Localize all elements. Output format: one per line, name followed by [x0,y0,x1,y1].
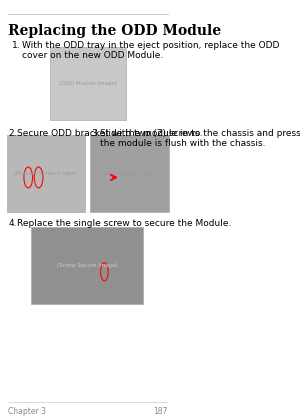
Text: Replacing the ODD Module: Replacing the ODD Module [8,24,221,38]
Text: [ODD Module Image]: [ODD Module Image] [59,81,117,87]
FancyBboxPatch shape [90,135,170,212]
Text: [Bracket Screw Image]: [Bracket Screw Image] [14,171,77,176]
Text: Slide the module in to the chassis and press until
the module is flush with the : Slide the module in to the chassis and p… [100,129,300,148]
Text: [Slide Module Image]: [Slide Module Image] [100,171,159,176]
Text: 4.: 4. [8,219,17,228]
FancyBboxPatch shape [7,135,85,212]
Text: Replace the single screw to secure the Module.: Replace the single screw to secure the M… [17,219,231,228]
Text: Secure ODD bracket with two (2) screws.: Secure ODD bracket with two (2) screws. [17,129,202,138]
Text: [Screw Secure Image]: [Screw Secure Image] [57,263,117,268]
Text: 3.: 3. [92,129,100,138]
Text: 1.: 1. [12,41,20,50]
Text: 2.: 2. [8,129,17,138]
Text: Chapter 3: Chapter 3 [8,407,46,416]
Text: 187: 187 [153,407,168,416]
FancyBboxPatch shape [31,227,143,304]
FancyBboxPatch shape [50,47,126,120]
Text: With the ODD tray in the eject position, replace the ODD cover on the new ODD Mo: With the ODD tray in the eject position,… [22,41,280,60]
